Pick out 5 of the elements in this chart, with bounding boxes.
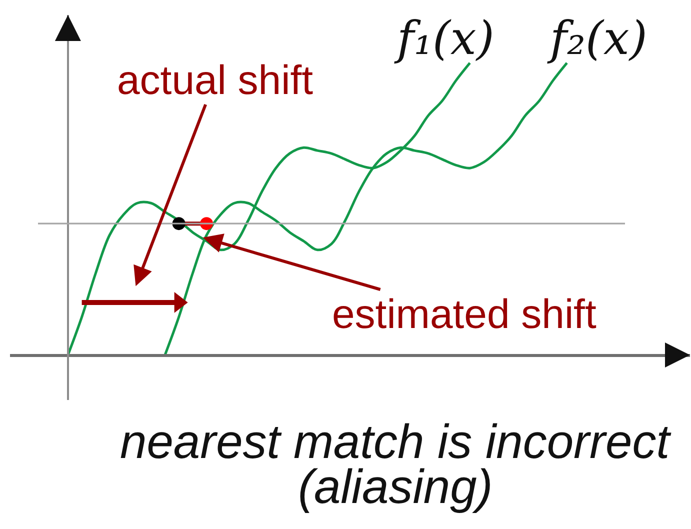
text: nearest match is incorrect (aliasing) bbox=[120, 416, 672, 514]
annotation: actual shift bbox=[117, 57, 314, 103]
series-label: f₁(x) bbox=[394, 11, 494, 65]
series-label: f₂(x) bbox=[547, 11, 648, 65]
annotation: estimated shift bbox=[332, 291, 597, 337]
